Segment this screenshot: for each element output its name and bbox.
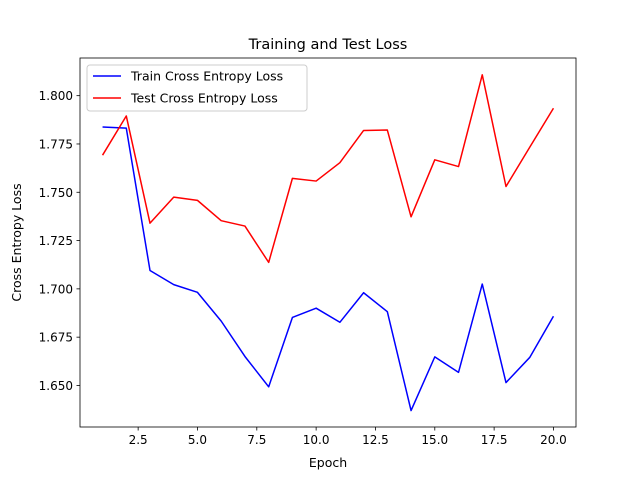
- y-tick-label: 1.675: [39, 331, 73, 345]
- legend-label-test: Test Cross Entropy Loss: [130, 91, 278, 106]
- series-layer: [101, 74, 555, 412]
- y-tick-label: 1.750: [39, 186, 73, 200]
- x-tick-label: 17.5: [481, 433, 508, 447]
- series-line-0: [102, 126, 555, 412]
- y-tick-label: 1.650: [39, 379, 73, 393]
- legend-box: [86, 64, 308, 112]
- y-tick-label: 1.700: [39, 282, 73, 296]
- x-axis-label: Epoch: [309, 455, 347, 470]
- x-tick-label: 5.0: [188, 433, 207, 447]
- y-tick-label: 1.725: [39, 234, 73, 248]
- x-tick-label: 2.5: [129, 433, 148, 447]
- y-axis-label: Cross Entropy Loss: [9, 183, 24, 301]
- legend-label-train: Train Cross Entropy Loss: [130, 69, 283, 84]
- y-tick-label: 1.775: [39, 137, 73, 151]
- chart-title: Training and Test Loss: [248, 37, 408, 53]
- x-tick-label: 15.0: [421, 433, 448, 447]
- x-tick-label: 10.0: [303, 433, 330, 447]
- legend: Train Cross Entropy Loss Test Cross Entr…: [86, 64, 308, 112]
- plot-area: [80, 58, 576, 427]
- x-tick-label: 7.5: [247, 433, 266, 447]
- x-tick-label: 12.5: [362, 433, 389, 447]
- plot-frame: [79, 57, 577, 428]
- y-axis-ticks: 1.650 1.675 1.700 1.725 1.750 1.775 1.800: [39, 89, 80, 393]
- x-axis-ticks: 2.5 5.0 7.5 10.0 12.5 15.0 17.5 20.0: [129, 427, 567, 447]
- series-line-1: [101, 74, 555, 264]
- y-tick-label: 1.800: [39, 89, 73, 103]
- x-tick-label: 20.0: [540, 433, 567, 447]
